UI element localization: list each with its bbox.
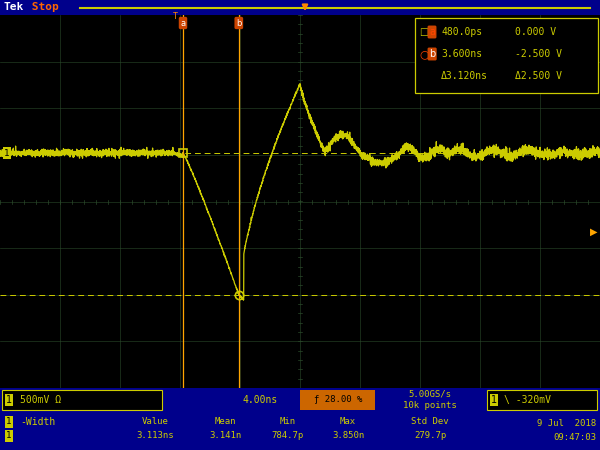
Text: a: a [429,27,435,37]
Bar [300,390,375,410]
Text: \ -320mV: \ -320mV [504,395,551,405]
Text: 09:47:03: 09:47:03 [553,432,596,441]
Text: Stop: Stop [25,3,59,13]
Text: Tek: Tek [4,3,24,13]
Text: ▶: ▶ [589,226,597,236]
Text: -2.500 V: -2.500 V [515,49,562,59]
Text: Mean: Mean [214,418,236,427]
Bar [0,388,600,412]
Text: -Width: -Width [20,417,55,427]
Text: 10k points: 10k points [403,401,457,410]
Text: a: a [181,18,185,27]
Text: b: b [236,18,241,27]
Text: 1: 1 [6,432,12,441]
Text: Std Dev: Std Dev [411,418,449,427]
Text: 1: 1 [6,395,12,405]
Text: 480.0ps: 480.0ps [441,27,482,37]
Text: Δ2.500 V: Δ2.500 V [515,71,562,81]
Text: 784.7p: 784.7p [272,432,304,441]
Bar [0,0,600,15]
Text: 3.600ns: 3.600ns [441,49,482,59]
Text: b: b [429,49,435,59]
Text: 3.850n: 3.850n [332,432,364,441]
Text: 5.00GS/s: 5.00GS/s [409,390,452,399]
Text: Min: Min [280,418,296,427]
Text: □: □ [419,27,428,37]
Text: ○: ○ [419,49,429,59]
Text: 500mV Ω: 500mV Ω [20,395,61,405]
Bar [0,412,600,450]
Text: 4.00ns: 4.00ns [242,395,278,405]
Text: 1: 1 [6,418,12,427]
Text: 3.113ns: 3.113ns [136,432,174,441]
Text: 9 Jul  2018: 9 Jul 2018 [537,419,596,428]
Text: Max: Max [340,418,356,427]
Text: 3.141n: 3.141n [209,432,241,441]
Text: Value: Value [142,418,169,427]
Text: 279.7p: 279.7p [414,432,446,441]
Text: T: T [173,12,178,21]
Text: 0.000 V: 0.000 V [515,27,556,37]
Bar [415,18,598,93]
Bar [0,15,600,388]
Text: ƒ 28.00 %: ƒ 28.00 % [314,396,362,405]
Text: 1: 1 [491,395,497,405]
Bar [487,390,597,410]
Text: 1: 1 [4,148,10,157]
Text: Δ3.120ns: Δ3.120ns [441,71,488,81]
Bar [2,390,162,410]
